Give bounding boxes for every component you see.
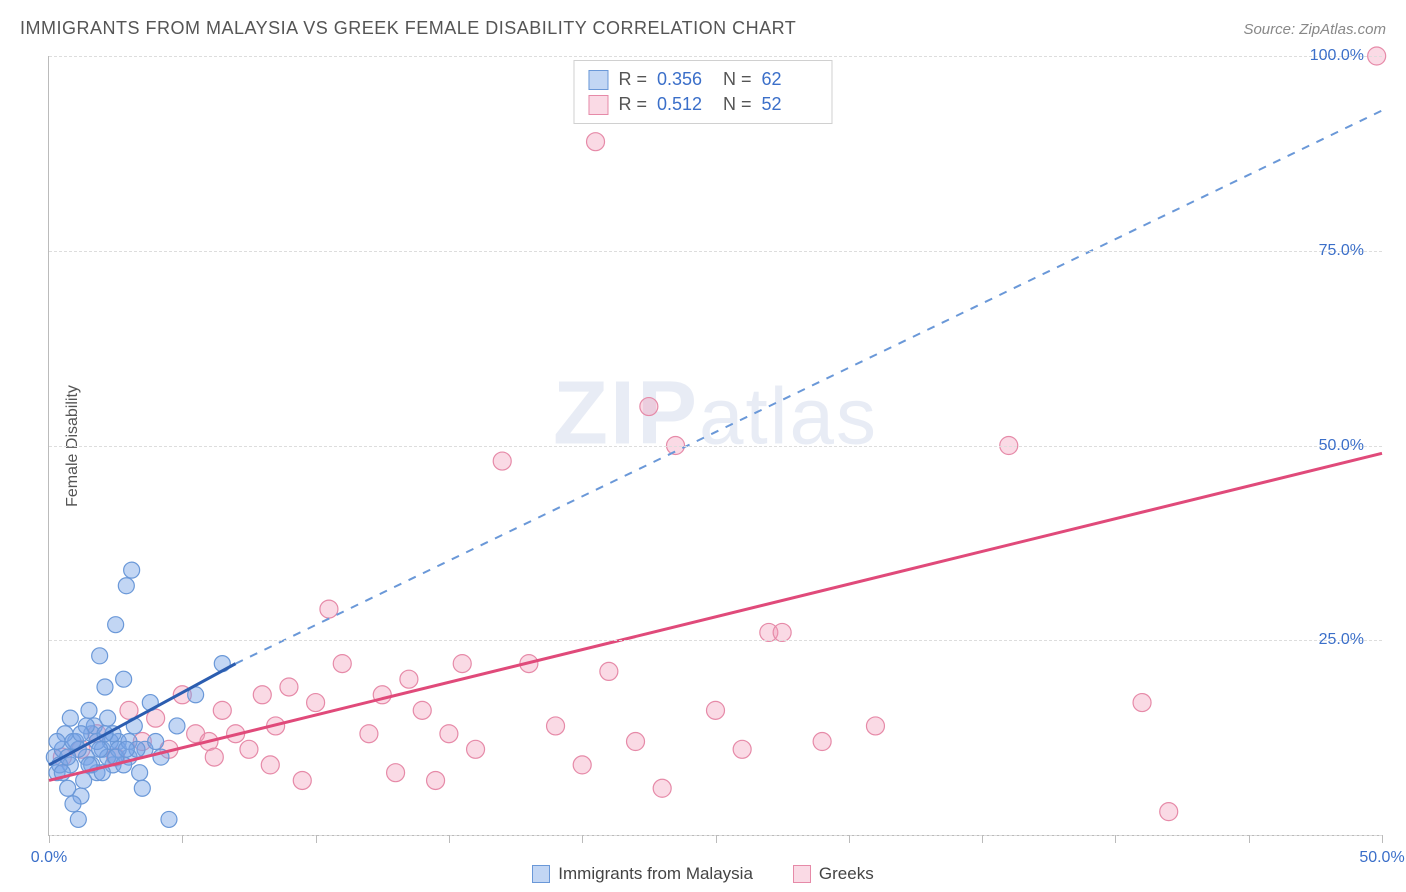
trend-line-series2 xyxy=(49,453,1382,780)
scatter-point xyxy=(627,733,645,751)
scatter-point xyxy=(547,717,565,735)
scatter-point xyxy=(400,670,418,688)
swatch-series2-bottom xyxy=(793,865,811,883)
scatter-point xyxy=(205,748,223,766)
scatter-point xyxy=(108,617,124,633)
legend-label-series2: Greeks xyxy=(819,864,874,884)
scatter-point xyxy=(81,702,97,718)
scatter-point xyxy=(70,811,86,827)
scatter-point xyxy=(307,694,325,712)
scatter-point xyxy=(116,671,132,687)
n-label: N = xyxy=(723,94,752,115)
scatter-point xyxy=(261,756,279,774)
scatter-point xyxy=(573,756,591,774)
scatter-point xyxy=(773,623,791,641)
scatter-point xyxy=(92,741,108,757)
scatter-point xyxy=(293,771,311,789)
scatter-point xyxy=(60,780,76,796)
scatter-point xyxy=(62,710,78,726)
y-tick-label: 25.0% xyxy=(1319,631,1364,649)
source-label: Source: ZipAtlas.com xyxy=(1243,21,1386,38)
scatter-point xyxy=(240,740,258,758)
swatch-series2 xyxy=(588,95,608,115)
scatter-point xyxy=(97,679,113,695)
y-tick-label: 50.0% xyxy=(1319,437,1364,455)
r-label: R = xyxy=(618,94,647,115)
scatter-point xyxy=(360,725,378,743)
scatter-point xyxy=(49,734,65,750)
stat-row-series1: R = 0.356 N = 62 xyxy=(588,67,817,92)
scatter-point xyxy=(707,701,725,719)
scatter-point xyxy=(493,452,511,470)
scatter-point xyxy=(124,562,140,578)
legend-item-series2: Greeks xyxy=(793,864,874,884)
scatter-point xyxy=(467,740,485,758)
scatter-point xyxy=(213,701,231,719)
scatter-point xyxy=(118,578,134,594)
plot-area: ZIPatlas 25.0%50.0%75.0%100.0%0.0%50.0% xyxy=(48,56,1382,836)
scatter-point xyxy=(92,648,108,664)
scatter-point xyxy=(65,796,81,812)
scatter-point xyxy=(253,686,271,704)
scatter-point xyxy=(653,779,671,797)
x-axis-legend: Immigrants from Malaysia Greeks xyxy=(0,864,1406,884)
swatch-series1 xyxy=(588,70,608,90)
trend-line-series1-dashed xyxy=(236,111,1382,664)
r-value-series1: 0.356 xyxy=(657,69,713,90)
n-label: N = xyxy=(723,69,752,90)
scatter-point xyxy=(1133,694,1151,712)
scatter-point xyxy=(813,733,831,751)
scatter-point xyxy=(73,726,89,742)
scatter-point xyxy=(333,655,351,673)
r-value-series2: 0.512 xyxy=(657,94,713,115)
scatter-point xyxy=(587,133,605,151)
scatter-point xyxy=(440,725,458,743)
scatter-point xyxy=(733,740,751,758)
n-value-series1: 62 xyxy=(762,69,818,90)
scatter-point xyxy=(413,701,431,719)
scatter-point xyxy=(387,764,405,782)
scatter-point xyxy=(169,718,185,734)
y-tick-label: 100.0% xyxy=(1310,47,1364,65)
scatter-point xyxy=(1160,803,1178,821)
correlation-stat-box: R = 0.356 N = 62 R = 0.512 N = 52 xyxy=(573,60,832,124)
scatter-point xyxy=(600,662,618,680)
scatter-point xyxy=(148,734,164,750)
scatter-point xyxy=(320,600,338,618)
legend-item-series1: Immigrants from Malaysia xyxy=(532,864,753,884)
scatter-point xyxy=(427,771,445,789)
n-value-series2: 52 xyxy=(762,94,818,115)
y-tick-label: 75.0% xyxy=(1319,242,1364,260)
scatter-point xyxy=(640,398,658,416)
r-label: R = xyxy=(618,69,647,90)
swatch-series1-bottom xyxy=(532,865,550,883)
scatter-point xyxy=(280,678,298,696)
scatter-point xyxy=(118,741,134,757)
scatter-point xyxy=(453,655,471,673)
scatter-point xyxy=(134,780,150,796)
scatter-point xyxy=(161,811,177,827)
chart-title: IMMIGRANTS FROM MALAYSIA VS GREEK FEMALE… xyxy=(20,18,796,39)
scatter-point xyxy=(866,717,884,735)
stat-row-series2: R = 0.512 N = 52 xyxy=(588,92,817,117)
scatter-point xyxy=(132,765,148,781)
legend-label-series1: Immigrants from Malaysia xyxy=(558,864,753,884)
